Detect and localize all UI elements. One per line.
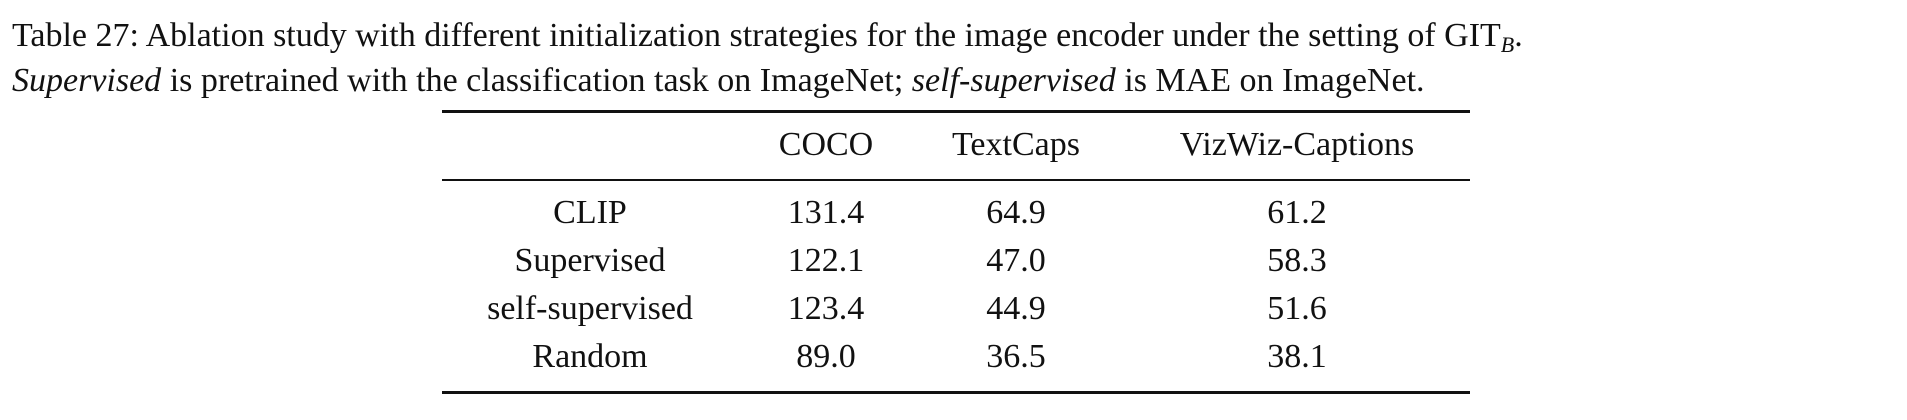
column-header: COCO bbox=[778, 126, 874, 163]
caption-italic: Supervised bbox=[12, 62, 162, 99]
table-cell: 123.4 bbox=[787, 290, 865, 327]
table-cell: 122.1 bbox=[787, 242, 865, 279]
table-cell: 44.9 bbox=[986, 290, 1046, 327]
caption-text: is MAE on ImageNet. bbox=[1124, 62, 1425, 99]
caption-label: Table 27: bbox=[12, 17, 139, 54]
table-cell: 47.0 bbox=[986, 242, 1046, 279]
table-cell: 51.6 bbox=[1267, 290, 1327, 327]
caption-subscript: B bbox=[1500, 32, 1515, 57]
row-label: Random bbox=[532, 338, 648, 375]
column-header: TextCaps bbox=[952, 126, 1080, 163]
caption-text: . bbox=[1514, 17, 1523, 54]
table-cell: 61.2 bbox=[1267, 194, 1327, 231]
table-cell: 131.4 bbox=[787, 194, 865, 231]
caption-text: Ablation study with different initializa… bbox=[145, 17, 1501, 54]
table-cell: 89.0 bbox=[796, 338, 856, 375]
bottom-rule bbox=[442, 391, 1470, 394]
caption-line-1: Table 27: Ablation study with different … bbox=[12, 16, 1523, 65]
caption-text: is pretrained with the classification ta… bbox=[169, 62, 904, 99]
caption-line-2: Supervised is pretrained with the classi… bbox=[12, 61, 1425, 101]
row-label: CLIP bbox=[553, 194, 627, 231]
row-label: self-supervised bbox=[487, 290, 693, 327]
table-cell: 64.9 bbox=[986, 194, 1046, 231]
top-rule bbox=[442, 110, 1470, 113]
mid-rule bbox=[442, 179, 1470, 181]
column-header: VizWiz-Captions bbox=[1179, 126, 1415, 163]
table-cell: 36.5 bbox=[986, 338, 1046, 375]
caption-italic: self-supervised bbox=[911, 62, 1116, 99]
table-cell: 38.1 bbox=[1267, 338, 1327, 375]
row-label: Supervised bbox=[514, 242, 666, 279]
table-cell: 58.3 bbox=[1267, 242, 1327, 279]
